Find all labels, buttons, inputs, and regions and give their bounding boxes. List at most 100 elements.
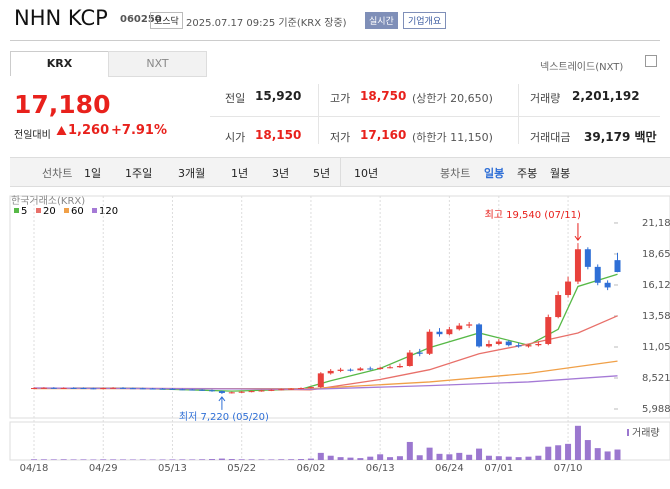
x-tick-label: 04/18	[20, 463, 49, 474]
candle-body	[40, 387, 47, 389]
volume-bar	[327, 455, 334, 460]
candle-body	[307, 387, 314, 389]
candle-body	[525, 345, 532, 347]
volume-bar	[288, 459, 295, 460]
candle-body	[80, 388, 87, 390]
quote-label: 시가	[225, 131, 246, 144]
volume-bar	[377, 454, 384, 460]
legend-swatch	[36, 208, 41, 213]
legend-swatch	[64, 208, 69, 213]
candle-body	[169, 388, 176, 390]
candle-body	[436, 331, 443, 335]
volume-bar	[535, 455, 542, 460]
candle-body	[70, 387, 77, 389]
col-divider	[318, 84, 319, 144]
volume-bar	[584, 440, 591, 460]
candle-body	[60, 387, 67, 389]
candle-body	[209, 390, 216, 392]
tab-krx[interactable]: KRX	[10, 51, 109, 76]
candle-body	[565, 281, 572, 296]
candle-body	[298, 388, 305, 390]
period-button[interactable]: 주봉	[517, 167, 538, 180]
candle-body	[317, 373, 324, 388]
legend-label: 60	[71, 206, 84, 217]
candle-body	[377, 367, 384, 370]
candle-body	[238, 391, 245, 393]
volume-bar	[525, 456, 532, 460]
x-tick-label: 06/13	[366, 463, 395, 474]
candle-body	[228, 392, 235, 394]
candle-body	[90, 388, 97, 390]
quote-label: 거래량	[530, 92, 561, 105]
tab-nxt[interactable]: NXT	[108, 51, 207, 77]
volume-bar	[406, 441, 413, 460]
candle-body	[159, 388, 166, 390]
volume-swatch	[627, 429, 629, 436]
candle-body	[327, 370, 334, 374]
candle-body	[515, 345, 522, 347]
stock-code: 060250	[120, 14, 162, 25]
x-tick-label: 04/29	[89, 463, 118, 474]
volume-bar	[179, 459, 186, 460]
candle-body	[574, 249, 581, 282]
legend-label: 20	[43, 206, 56, 217]
candle-body	[594, 266, 601, 283]
period-button[interactable]: 1주일	[125, 167, 153, 180]
candle-body	[614, 260, 621, 273]
x-tick-label: 06/02	[297, 463, 326, 474]
volume-bar	[50, 459, 57, 460]
x-tick-label: 05/22	[227, 463, 256, 474]
legend-swatch	[92, 208, 97, 213]
candle-body	[248, 391, 255, 393]
candle-body	[555, 295, 562, 318]
quote-label: 저가	[330, 131, 351, 144]
change-label: 전일대비	[14, 130, 51, 141]
volume-bar	[129, 459, 136, 460]
candle-body	[268, 389, 275, 391]
quote-label: 전일	[225, 92, 246, 105]
period-button[interactable]: 5년	[313, 167, 331, 180]
candle-body	[604, 282, 611, 288]
period-button[interactable]: 월봉	[550, 167, 571, 180]
legend-swatch	[14, 208, 19, 213]
volume-bar	[70, 459, 77, 460]
candle-body	[218, 391, 225, 393]
period-button[interactable]: 3개월	[178, 167, 206, 180]
quote-note: (하한가 11,150)	[412, 131, 493, 144]
volume-bar	[209, 459, 216, 460]
volume-bar	[476, 448, 483, 460]
x-tick-label: 05/13	[158, 463, 187, 474]
volume-bar	[466, 454, 473, 460]
period-button[interactable]: 1년	[231, 167, 249, 180]
candle-body	[545, 317, 552, 344]
candle-body	[31, 388, 37, 390]
quote-value: 17,160	[360, 128, 407, 142]
y-tick-label: 16,121	[642, 280, 670, 291]
period-button[interactable]: 3년	[272, 167, 290, 180]
volume-bar	[604, 451, 611, 460]
realtime-badge[interactable]: 실시간	[365, 12, 398, 29]
volume-bar	[485, 455, 492, 460]
volume-bar	[169, 459, 176, 460]
moving-average	[34, 360, 618, 390]
market-badge: 코스닥	[150, 12, 183, 29]
y-tick-label: 13,588	[642, 311, 670, 322]
nxt-icon[interactable]	[645, 55, 657, 67]
period-button[interactable]: 일봉	[484, 167, 505, 180]
quote-note: (상한가 20,650)	[412, 92, 493, 105]
nxt-link[interactable]: 넥스트레이드(NXT)	[540, 62, 624, 73]
volume-bar	[60, 459, 67, 460]
max-arrow	[574, 223, 582, 241]
volume-bar	[268, 459, 275, 460]
volume-bar	[367, 456, 374, 460]
company-button[interactable]: 기업개요	[403, 12, 447, 29]
candle-body	[337, 369, 344, 371]
period-button[interactable]: 1일	[84, 167, 102, 180]
candle-body	[149, 388, 156, 390]
volume-bar	[545, 446, 552, 460]
candle-body	[476, 324, 483, 347]
period-button[interactable]: 10년	[354, 167, 379, 180]
candle-body	[189, 389, 196, 391]
volume-bar	[337, 457, 344, 460]
